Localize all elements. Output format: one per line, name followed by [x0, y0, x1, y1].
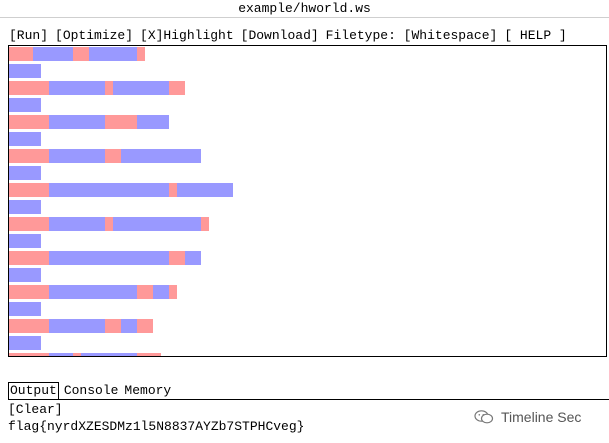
space-run: [73, 47, 89, 61]
tab-run: [49, 149, 105, 163]
space-run: [137, 285, 153, 299]
space-run: [105, 149, 121, 163]
tab-run: [9, 302, 41, 316]
watermark: Timeline Sec: [474, 407, 581, 427]
space-run: [9, 149, 49, 163]
tab-run: [113, 81, 169, 95]
tab-run: [153, 285, 169, 299]
tab-run: [137, 115, 169, 129]
tab-run: [81, 353, 137, 356]
tab-run: [177, 183, 233, 197]
panel-tabs: Output Console Memory: [8, 382, 176, 399]
space-run: [169, 285, 177, 299]
space-run: [9, 353, 49, 356]
space-run: [9, 251, 49, 265]
space-run: [9, 81, 49, 95]
tab-run: [121, 149, 201, 163]
watermark-text: Timeline Sec: [501, 409, 582, 425]
space-run: [169, 183, 177, 197]
tab-run: [9, 336, 41, 350]
space-run: [137, 319, 153, 333]
space-run: [137, 47, 145, 61]
space-run: [9, 285, 49, 299]
clear-button[interactable]: [Clear]: [8, 402, 63, 417]
tab-run: [49, 251, 169, 265]
tab-run: [9, 200, 41, 214]
tab-run: [49, 183, 169, 197]
space-run: [105, 115, 137, 129]
tab-run: [49, 81, 105, 95]
space-run: [9, 319, 49, 333]
space-run: [105, 319, 121, 333]
code-editor[interactable]: [8, 45, 607, 357]
tab-run: [9, 64, 41, 78]
tab-memory[interactable]: Memory: [124, 383, 172, 398]
tab-run: [49, 115, 105, 129]
space-run: [9, 47, 33, 61]
tab-run: [121, 319, 137, 333]
download-button[interactable]: [Download]: [240, 28, 319, 43]
space-run: [73, 353, 81, 356]
toolbar: [Run] [Optimize] [X]Highlight [Download] Fil…: [9, 27, 574, 45]
window-title: example/hworld.ws: [0, 0, 609, 18]
output-text: flag{nyrdXZESDMz1l5N8837AYZb7STPHCveg}: [8, 419, 305, 434]
highlight-toggle[interactable]: [X]Highlight: [140, 28, 234, 43]
space-run: [9, 183, 49, 197]
tab-run: [89, 47, 137, 61]
tab-run: [9, 166, 41, 180]
output-panel: [Clear] flag{nyrdXZESDMz1l5N8837AYZb7STP…: [8, 399, 609, 443]
tab-run: [9, 234, 41, 248]
tab-run: [9, 98, 41, 112]
tab-run: [9, 132, 41, 146]
tab-run: [185, 251, 201, 265]
space-run: [9, 115, 49, 129]
space-run: [105, 81, 113, 95]
optimize-button[interactable]: [Optimize]: [55, 28, 134, 43]
space-run: [137, 353, 161, 356]
tab-run: [49, 217, 105, 231]
help-button[interactable]: [ HELP ]: [504, 28, 567, 43]
space-run: [201, 217, 209, 231]
space-run: [105, 217, 113, 231]
wechat-icon: [474, 410, 494, 424]
tab-run: [49, 319, 105, 333]
tab-run: [49, 353, 73, 356]
tab-output[interactable]: Output: [8, 382, 59, 399]
space-run: [169, 81, 185, 95]
space-run: [169, 251, 185, 265]
tab-console[interactable]: Console: [63, 383, 119, 398]
tab-run: [113, 217, 201, 231]
tab-run: [49, 285, 137, 299]
tab-run: [9, 268, 41, 282]
tab-run: [33, 47, 73, 61]
run-button[interactable]: [Run]: [9, 28, 49, 43]
filetype-selector[interactable]: Filetype: [Whitespace]: [325, 28, 498, 43]
space-run: [9, 217, 49, 231]
